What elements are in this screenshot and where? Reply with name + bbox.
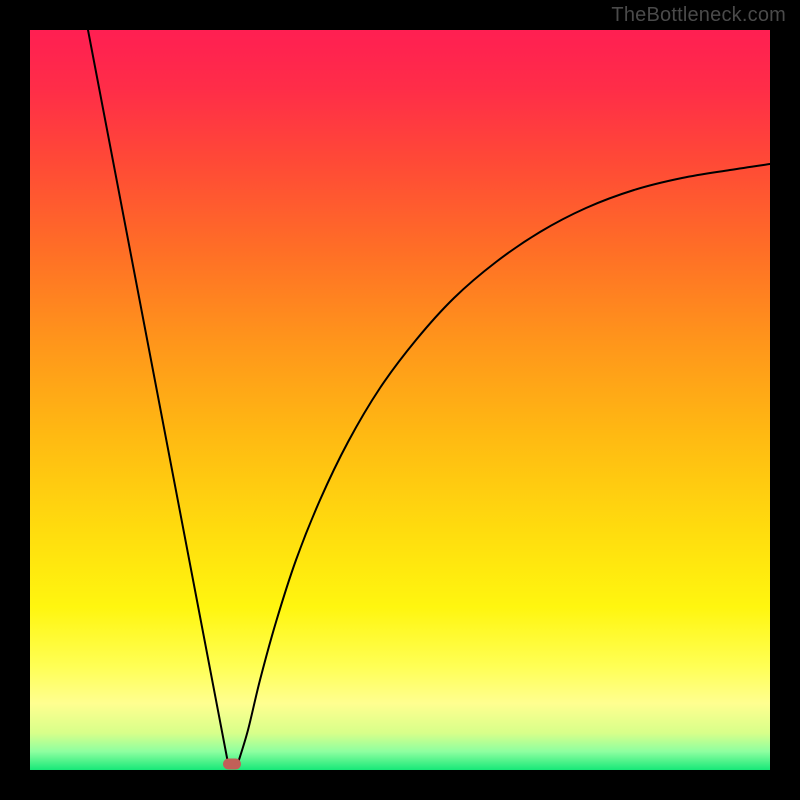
chart-frame: TheBottleneck.com	[0, 0, 800, 800]
watermark-text: TheBottleneck.com	[611, 4, 786, 27]
bottleneck-curve-chart	[30, 30, 770, 770]
solution-marker	[223, 759, 241, 770]
plot-background	[30, 30, 770, 770]
